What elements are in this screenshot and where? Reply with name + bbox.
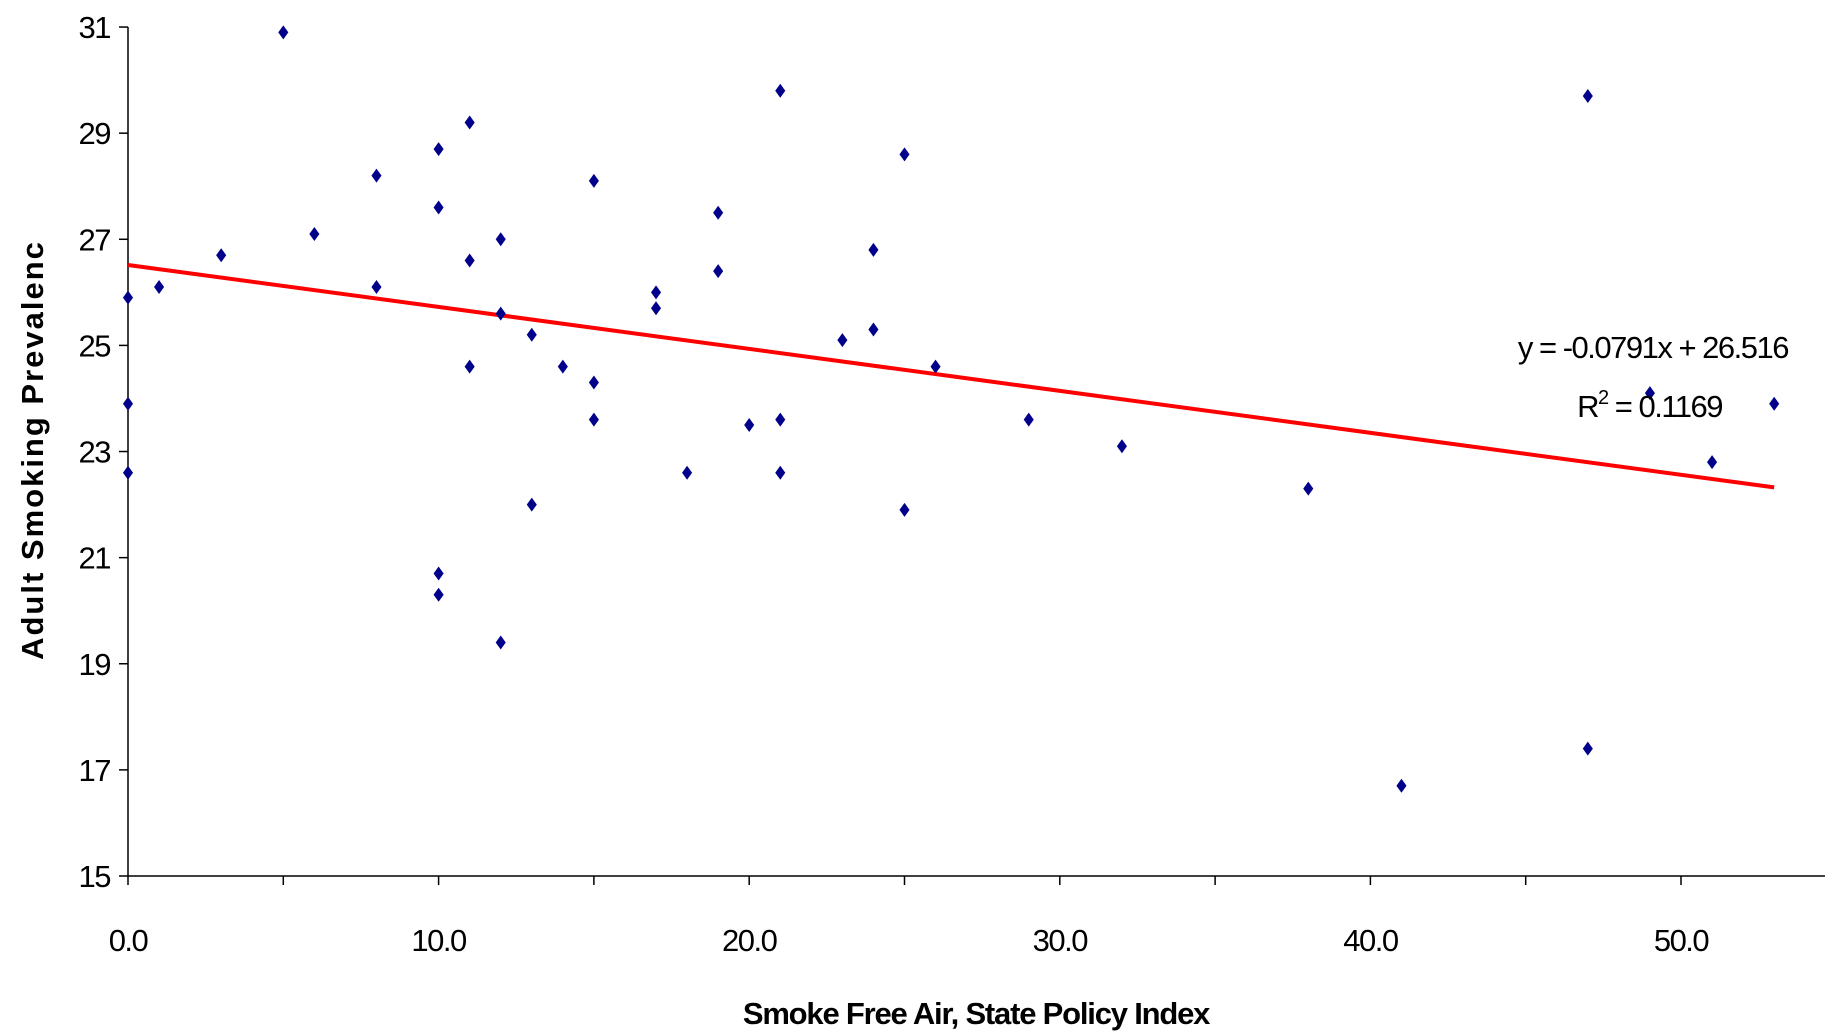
x-axis-title: Smoke Free Air, State Policy Index bbox=[743, 996, 1211, 1031]
data-point bbox=[1707, 455, 1718, 470]
data-point bbox=[713, 205, 724, 220]
data-point bbox=[650, 301, 662, 316]
data-point bbox=[744, 417, 755, 432]
data-point bbox=[650, 285, 662, 300]
data-point bbox=[899, 502, 910, 517]
trendline-r-squared: R2 = 0.1169 bbox=[1577, 387, 1722, 424]
y-tick-label: 29 bbox=[79, 116, 111, 151]
r2-value: = 0.1169 bbox=[1608, 389, 1723, 424]
data-point bbox=[122, 290, 134, 305]
data-point bbox=[1644, 386, 1655, 401]
y-tick-label: 21 bbox=[79, 541, 111, 576]
x-tick-label: 10.0 bbox=[411, 923, 467, 958]
data-point bbox=[868, 242, 879, 257]
y-ticks: 15 17 19 21 23 25 27 29 31 bbox=[79, 10, 128, 894]
points-group bbox=[122, 25, 1780, 793]
data-point bbox=[154, 280, 165, 295]
data-point bbox=[557, 359, 568, 374]
r2-prefix: R bbox=[1577, 389, 1598, 424]
data-point bbox=[278, 25, 289, 40]
data-point bbox=[775, 83, 786, 98]
data-point bbox=[464, 253, 475, 268]
data-point bbox=[775, 412, 786, 427]
data-point bbox=[1023, 412, 1034, 427]
data-point bbox=[1582, 741, 1593, 756]
data-point bbox=[216, 248, 227, 263]
x-tick-label: 40.0 bbox=[1343, 923, 1399, 958]
y-tick-label: 25 bbox=[79, 328, 111, 363]
data-point bbox=[837, 333, 848, 348]
data-point bbox=[433, 587, 444, 602]
data-point bbox=[588, 375, 599, 390]
data-point bbox=[464, 359, 475, 374]
data-point bbox=[868, 322, 879, 337]
data-point bbox=[371, 280, 382, 295]
data-point bbox=[495, 232, 506, 247]
data-point bbox=[433, 566, 444, 581]
y-tick-label: 15 bbox=[79, 859, 111, 894]
trendline-equation: y = -0.0791x + 26.516 bbox=[1518, 330, 1788, 365]
x-tick-label: 20.0 bbox=[722, 923, 778, 958]
x-tick-label: 0.0 bbox=[109, 923, 149, 958]
x-ticks: 0.0 10.0 20.0 30.0 40.0 50.0 bbox=[109, 876, 1711, 958]
data-point bbox=[682, 465, 693, 480]
data-point bbox=[775, 465, 786, 480]
x-tick-label: 30.0 bbox=[1033, 923, 1089, 958]
data-point bbox=[495, 306, 506, 321]
y-tick-label: 31 bbox=[79, 10, 111, 45]
y-tick-label: 27 bbox=[79, 222, 111, 257]
data-point bbox=[433, 142, 444, 157]
data-point bbox=[122, 396, 134, 411]
y-axis-title: Adult Smoking Prevalenc bbox=[15, 240, 50, 660]
data-point bbox=[433, 200, 444, 215]
data-point bbox=[588, 412, 599, 427]
y-tick-label: 23 bbox=[79, 435, 111, 470]
trendline-group bbox=[127, 262, 1775, 490]
r2-superscript: 2 bbox=[1598, 387, 1609, 409]
trendline bbox=[127, 262, 1775, 490]
data-point bbox=[588, 173, 599, 188]
data-point bbox=[1769, 396, 1780, 411]
data-point bbox=[526, 327, 537, 342]
axes bbox=[127, 27, 1825, 877]
y-tick-label: 19 bbox=[79, 647, 111, 682]
data-point bbox=[930, 359, 941, 374]
data-point bbox=[1303, 481, 1314, 496]
x-tick-label: 50.0 bbox=[1654, 923, 1710, 958]
data-point bbox=[1396, 778, 1407, 793]
data-point bbox=[495, 635, 506, 650]
data-point bbox=[713, 264, 724, 279]
data-point bbox=[1116, 439, 1127, 454]
data-point bbox=[526, 497, 537, 512]
data-point bbox=[464, 115, 475, 130]
data-point bbox=[1582, 89, 1593, 104]
data-point bbox=[371, 168, 382, 183]
data-point bbox=[309, 226, 320, 241]
y-tick-label: 17 bbox=[79, 753, 111, 788]
data-point bbox=[122, 465, 134, 480]
data-point bbox=[899, 147, 910, 162]
